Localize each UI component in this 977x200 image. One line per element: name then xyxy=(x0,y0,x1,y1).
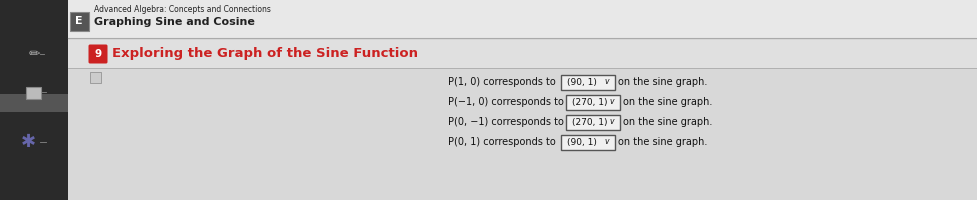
Text: (270, 1): (270, 1) xyxy=(572,117,607,127)
FancyBboxPatch shape xyxy=(88,45,107,64)
FancyBboxPatch shape xyxy=(69,11,88,30)
FancyBboxPatch shape xyxy=(25,86,40,98)
Text: P(1, 0) corresponds to: P(1, 0) corresponds to xyxy=(447,77,555,87)
FancyBboxPatch shape xyxy=(566,95,619,110)
FancyBboxPatch shape xyxy=(90,72,101,82)
Bar xyxy=(68,40,977,68)
FancyBboxPatch shape xyxy=(561,134,615,150)
Text: on the sine graph.: on the sine graph. xyxy=(622,97,711,107)
Text: ✏: ✏ xyxy=(28,47,40,61)
Text: P(−1, 0) corresponds to: P(−1, 0) corresponds to xyxy=(447,97,564,107)
Bar xyxy=(0,0,68,200)
Text: on the sine graph.: on the sine graph. xyxy=(617,77,706,87)
FancyBboxPatch shape xyxy=(566,114,619,130)
Text: v: v xyxy=(609,98,614,106)
Text: on the sine graph.: on the sine graph. xyxy=(622,117,711,127)
Bar xyxy=(0,94,68,112)
Text: (90, 1): (90, 1) xyxy=(567,77,596,86)
Text: P(0, 1) corresponds to: P(0, 1) corresponds to xyxy=(447,137,555,147)
Text: Exploring the Graph of the Sine Function: Exploring the Graph of the Sine Function xyxy=(112,47,417,60)
FancyBboxPatch shape xyxy=(561,74,615,90)
Bar xyxy=(68,0,977,38)
Text: ✱: ✱ xyxy=(21,133,35,151)
Text: (90, 1): (90, 1) xyxy=(567,138,596,146)
Text: (270, 1): (270, 1) xyxy=(572,98,607,106)
Text: on the sine graph.: on the sine graph. xyxy=(617,137,706,147)
Text: v: v xyxy=(604,138,609,146)
Text: P(0, −1) corresponds to: P(0, −1) corresponds to xyxy=(447,117,564,127)
Text: Advanced Algebra: Concepts and Connections: Advanced Algebra: Concepts and Connectio… xyxy=(94,5,271,15)
Text: 9: 9 xyxy=(95,49,102,59)
Text: Graphing Sine and Cosine: Graphing Sine and Cosine xyxy=(94,17,255,27)
Text: v: v xyxy=(604,77,609,86)
Text: v: v xyxy=(609,117,614,127)
Text: E: E xyxy=(75,16,83,26)
